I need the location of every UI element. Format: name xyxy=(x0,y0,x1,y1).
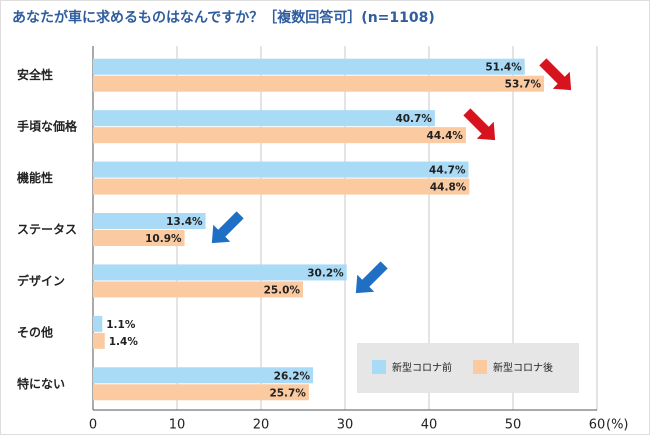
value-label: 30.2% xyxy=(307,267,344,279)
bar xyxy=(93,110,435,127)
x-tick-label: 10 xyxy=(169,418,186,433)
arrow-up-trend xyxy=(463,108,496,141)
value-label: 26.2% xyxy=(274,370,311,382)
x-tick-label: 60 xyxy=(589,418,606,433)
x-tick-label: 0 xyxy=(89,418,97,433)
value-label: 44.7% xyxy=(429,165,466,177)
bar xyxy=(93,332,105,349)
arrow-down-trend xyxy=(211,211,244,244)
bar xyxy=(93,213,206,229)
value-label: 51.4% xyxy=(485,62,522,74)
bar xyxy=(93,75,545,92)
x-axis-label: (%) xyxy=(606,418,629,433)
value-label: 10.9% xyxy=(145,233,182,245)
y-tick-label: 特にない xyxy=(17,376,65,391)
chart-title: あなたが車に求めるものはなんですか？［複数回答可］(n=1108) xyxy=(12,9,435,26)
bar xyxy=(93,58,525,75)
value-label: 40.7% xyxy=(395,113,432,125)
bar xyxy=(93,230,185,246)
value-label: 25.0% xyxy=(264,284,301,296)
value-label: 1.1% xyxy=(106,319,136,331)
bar xyxy=(93,384,309,401)
y-tick-label: ステータス xyxy=(17,223,77,237)
bar xyxy=(93,367,314,384)
legend-swatch xyxy=(372,360,386,374)
x-tick-label: 30 xyxy=(337,418,354,433)
bar xyxy=(93,178,470,195)
value-label: 1.4% xyxy=(109,336,139,348)
trend-arrows xyxy=(211,58,572,294)
y-tick-label: 機能性 xyxy=(17,170,53,185)
value-label: 44.4% xyxy=(427,130,464,142)
y-tick-label: デザイン xyxy=(17,273,65,288)
bar xyxy=(93,127,466,144)
arrow-down-trend xyxy=(355,261,388,294)
legend-box xyxy=(357,343,579,393)
bar xyxy=(93,281,303,298)
y-tick-label: 安全性 xyxy=(17,67,53,82)
bar xyxy=(93,315,103,332)
y-tick-label: その他 xyxy=(17,324,53,339)
x-tick-label: 20 xyxy=(253,418,270,433)
legend-label: 新型コロナ後 xyxy=(493,361,553,374)
x-tick-label: 50 xyxy=(505,418,522,433)
value-label: 53.7% xyxy=(505,79,542,91)
x-tick-label: 40 xyxy=(421,418,438,433)
legend-label: 新型コロナ前 xyxy=(392,361,452,374)
bar xyxy=(93,161,469,178)
legend-swatch xyxy=(473,360,487,374)
arrow-up-trend xyxy=(539,58,572,91)
value-label: 25.7% xyxy=(269,387,306,399)
y-tick-label: 手頃な価格 xyxy=(17,119,78,134)
bar xyxy=(93,264,347,281)
value-label: 44.8% xyxy=(430,182,467,194)
value-label: 13.4% xyxy=(166,216,203,228)
